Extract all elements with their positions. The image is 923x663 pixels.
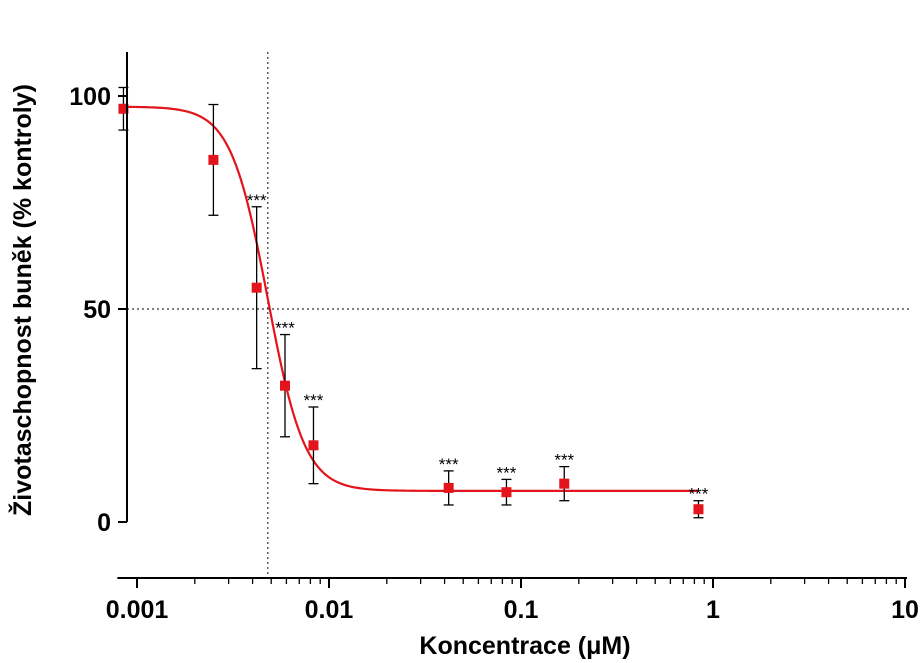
y-tick-label: 100 xyxy=(69,83,111,111)
significance-label: *** xyxy=(275,319,295,338)
data-point xyxy=(280,380,291,391)
y-tick-label: 0 xyxy=(97,509,111,537)
data-point xyxy=(208,154,219,165)
x-axis: 0.001 0.01 0.1 1 10 xyxy=(106,577,919,624)
x-tick-label: 0.1 xyxy=(504,596,539,624)
significance-label: *** xyxy=(439,455,459,474)
error-bars xyxy=(118,86,704,519)
significance-label: *** xyxy=(304,391,324,410)
x-tick-label: 0.001 xyxy=(106,596,169,624)
x-tick-label: 1 xyxy=(706,596,720,624)
fit-layer xyxy=(123,105,699,492)
x-tick-label: 10 xyxy=(891,596,919,624)
data-point xyxy=(443,482,454,493)
x-axis-title: Koncentrace (μM) xyxy=(419,632,630,660)
significance-label: *** xyxy=(554,451,574,470)
x-tick-label: 0.01 xyxy=(305,596,354,624)
data-point xyxy=(693,504,704,515)
data-point xyxy=(251,282,262,293)
data-point xyxy=(559,478,570,489)
y-axis-title: Životaschopnost buněk (% kontroly) xyxy=(7,84,37,516)
significance-label: *** xyxy=(497,463,517,482)
data-points xyxy=(118,103,704,515)
y-axis: 0 50 100 xyxy=(69,52,128,537)
data-point xyxy=(308,440,319,451)
data-point xyxy=(501,487,512,498)
y-tick-label: 50 xyxy=(83,296,111,324)
data-point xyxy=(118,103,129,114)
significance-label: *** xyxy=(247,191,267,210)
fit-curve xyxy=(123,105,699,492)
significance-labels: *** *** *** *** *** *** *** xyxy=(247,191,709,504)
reference-lines xyxy=(127,52,912,578)
significance-label: *** xyxy=(689,485,709,504)
